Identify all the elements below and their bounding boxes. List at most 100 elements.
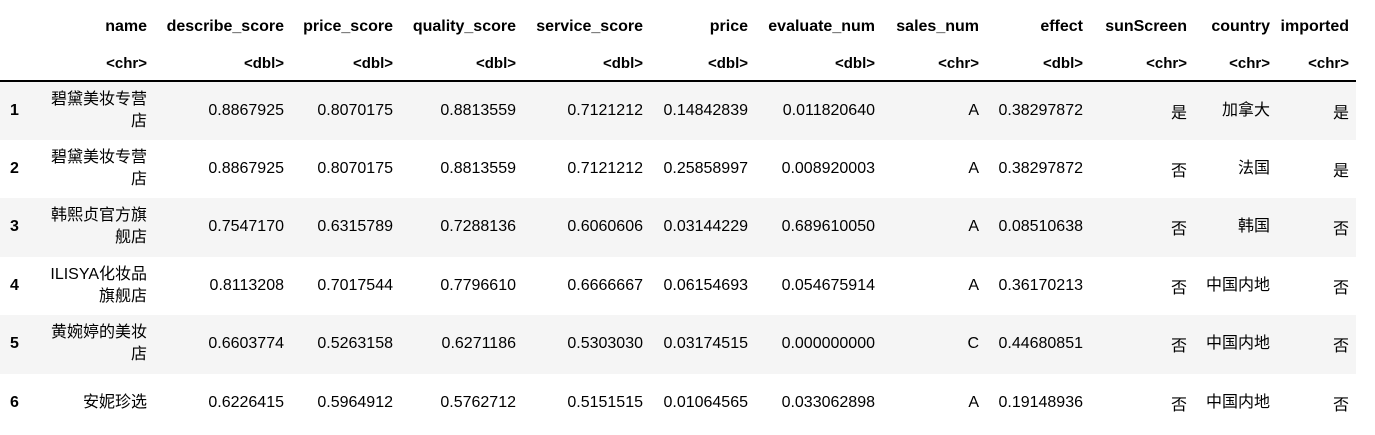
cell-name: 碧黛美妆专营店	[38, 81, 154, 140]
column-type-country: <chr>	[1194, 46, 1277, 82]
column-type-sales-num: <chr>	[882, 46, 986, 82]
cell-describe-score: 0.8867925	[154, 81, 291, 140]
cell-evaluate-num: 0.033062898	[755, 373, 882, 432]
data-table: name describe_score price_score quality_sco…	[0, 8, 1356, 432]
cell-evaluate-num: 0.008920003	[755, 139, 882, 198]
column-name-row: name describe_score price_score quality_sco…	[0, 8, 1356, 46]
cell-imported: 是	[1277, 81, 1356, 140]
cell-effect: 0.38297872	[986, 81, 1090, 140]
cell-evaluate-num: 0.054675914	[755, 256, 882, 315]
cell-sunscreen: 否	[1090, 256, 1194, 315]
cell-quality-score: 0.7796610	[400, 256, 523, 315]
column-type-imported: <chr>	[1277, 46, 1356, 82]
cell-imported: 否	[1277, 198, 1356, 257]
cell-country: 中国内地	[1194, 256, 1277, 315]
index-type	[0, 46, 38, 82]
cell-effect: 0.38297872	[986, 139, 1090, 198]
column-type-describe-score: <dbl>	[154, 46, 291, 82]
cell-country: 加拿大	[1194, 81, 1277, 140]
cell-price-score: 0.8070175	[291, 139, 400, 198]
cell-service-score: 0.6666667	[523, 256, 650, 315]
column-type-price: <dbl>	[650, 46, 755, 82]
table-row: 3 韩熙贞官方旗舰店 0.7547170 0.6315789 0.7288136 0.60…	[0, 198, 1356, 257]
cell-quality-score: 0.8813559	[400, 81, 523, 140]
row-index: 1	[0, 81, 38, 140]
cell-name: 碧黛美妆专营店	[38, 139, 154, 198]
cell-price-score: 0.7017544	[291, 256, 400, 315]
cell-price: 0.25858997	[650, 139, 755, 198]
cell-quality-score: 0.8813559	[400, 139, 523, 198]
cell-country: 韩国	[1194, 198, 1277, 257]
cell-sunscreen: 否	[1090, 315, 1194, 374]
cell-sunscreen: 否	[1090, 139, 1194, 198]
cell-price: 0.06154693	[650, 256, 755, 315]
cell-price: 0.14842839	[650, 81, 755, 140]
cell-service-score: 0.7121212	[523, 81, 650, 140]
cell-price-score: 0.8070175	[291, 81, 400, 140]
cell-quality-score: 0.5762712	[400, 373, 523, 432]
column-header-describe-score: describe_score	[166, 18, 284, 35]
column-header-effect: effect	[1040, 18, 1083, 35]
index-header	[0, 8, 38, 46]
cell-name: 黄婉婷的美妆店	[38, 315, 154, 374]
cell-describe-score: 0.6603774	[154, 315, 291, 374]
row-index: 4	[0, 256, 38, 315]
cell-describe-score: 0.7547170	[154, 198, 291, 257]
cell-imported: 是	[1277, 139, 1356, 198]
column-header-price: price	[709, 18, 748, 35]
row-index: 6	[0, 373, 38, 432]
column-header-evaluate-num: evaluate_num	[768, 18, 875, 35]
cell-sales-num: A	[882, 198, 986, 257]
cell-name: ILISYA化妆品旗舰店	[38, 256, 154, 315]
cell-imported: 否	[1277, 256, 1356, 315]
cell-evaluate-num: 0.689610050	[755, 198, 882, 257]
cell-country: 中国内地	[1194, 373, 1277, 432]
row-index: 5	[0, 315, 38, 374]
table-row: 1 碧黛美妆专营店 0.8867925 0.8070175 0.8813559 0.712…	[0, 81, 1356, 140]
column-type-quality-score: <dbl>	[400, 46, 523, 82]
cell-price-score: 0.5964912	[291, 373, 400, 432]
column-type-row: <chr> <dbl> <dbl> <dbl> <dbl> <dbl> <dbl> <chr>…	[0, 46, 1356, 82]
cell-price: 0.03144229	[650, 198, 755, 257]
column-type-name: <chr>	[38, 46, 154, 82]
cell-sales-num: A	[882, 139, 986, 198]
table-row: 6 安妮珍选 0.6226415 0.5964912 0.5762712 0.515151…	[0, 373, 1356, 432]
cell-country: 中国内地	[1194, 315, 1277, 374]
column-header-imported: imported	[1280, 18, 1349, 35]
cell-sunscreen: 否	[1090, 373, 1194, 432]
column-header-sunscreen: sunScreen	[1105, 18, 1187, 35]
cell-quality-score: 0.7288136	[400, 198, 523, 257]
cell-imported: 否	[1277, 373, 1356, 432]
cell-name: 韩熙贞官方旗舰店	[38, 198, 154, 257]
cell-imported: 否	[1277, 315, 1356, 374]
column-type-effect: <dbl>	[986, 46, 1090, 82]
column-header-name: name	[105, 18, 147, 35]
cell-quality-score: 0.6271186	[400, 315, 523, 374]
cell-sales-num: A	[882, 81, 986, 140]
cell-name: 安妮珍选	[38, 373, 154, 432]
table-row: 2 碧黛美妆专营店 0.8867925 0.8070175 0.8813559 0.712…	[0, 139, 1356, 198]
cell-sunscreen: 否	[1090, 198, 1194, 257]
cell-sales-num: C	[882, 315, 986, 374]
cell-service-score: 0.7121212	[523, 139, 650, 198]
column-header-country: country	[1211, 18, 1270, 35]
column-header-service-score: service_score	[536, 18, 643, 35]
cell-country: 法国	[1194, 139, 1277, 198]
cell-sunscreen: 是	[1090, 81, 1194, 140]
cell-describe-score: 0.6226415	[154, 373, 291, 432]
cell-service-score: 0.5151515	[523, 373, 650, 432]
column-header-price-score: price_score	[303, 18, 393, 35]
column-header-sales-num: sales_num	[896, 18, 979, 35]
table-row: 5 黄婉婷的美妆店 0.6603774 0.5263158 0.6271186 0.530…	[0, 315, 1356, 374]
cell-service-score: 0.6060606	[523, 198, 650, 257]
cell-describe-score: 0.8867925	[154, 139, 291, 198]
row-index: 3	[0, 198, 38, 257]
cell-sales-num: A	[882, 256, 986, 315]
column-type-service-score: <dbl>	[523, 46, 650, 82]
column-type-sunscreen: <chr>	[1090, 46, 1194, 82]
cell-service-score: 0.5303030	[523, 315, 650, 374]
table-body: 1 碧黛美妆专营店 0.8867925 0.8070175 0.8813559 0.712…	[0, 81, 1356, 432]
cell-effect: 0.08510638	[986, 198, 1090, 257]
table-row: 4 ILISYA化妆品旗舰店 0.8113208 0.7017544 0.7796610…	[0, 256, 1356, 315]
row-index: 2	[0, 139, 38, 198]
